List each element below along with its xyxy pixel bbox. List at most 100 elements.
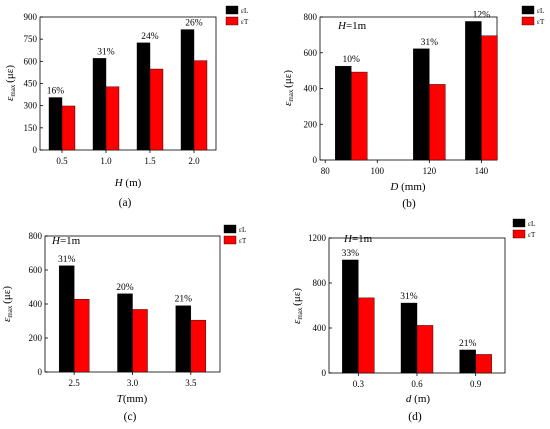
y-axis-variable: ε (282, 101, 294, 106)
y-tick-label: 800 (29, 231, 43, 241)
y-tick-label: 150 (24, 123, 38, 133)
x-tick-label: 120 (423, 166, 437, 176)
legend-swatch-epsilon-T (225, 16, 239, 26)
x-axis-title: H (m) (114, 177, 142, 189)
y-axis-unit: (με) (4, 65, 16, 83)
y-axis-unit: (με) (291, 288, 303, 306)
percent-annotation: 16% (47, 87, 65, 97)
legend-swatch-epsilon-L (223, 224, 237, 234)
x-tick-label: 2.0 (188, 156, 200, 166)
percent-annotation: 12% (473, 10, 491, 20)
note-value: =1m (352, 233, 373, 245)
x-tick-label: 140 (475, 166, 489, 176)
percent-annotation: 10% (343, 55, 361, 65)
legend-label-epsilon-T: εT (239, 237, 247, 245)
legend-swatch-epsilon-T (223, 235, 237, 245)
x-tick-label: 100 (371, 166, 385, 176)
condition-note: H=1m (51, 235, 81, 247)
x-tick-label: 3.0 (127, 378, 139, 388)
x-axis-variable: d (406, 393, 412, 405)
x-axis-title: D (mm) (389, 181, 425, 193)
bar-epsilon-T (416, 325, 434, 374)
legend-label-epsilon-L: εL (537, 7, 544, 15)
bar-epsilon-T (481, 35, 498, 161)
legend-swatch-epsilon-T (512, 229, 526, 239)
panel-label: (a) (119, 197, 132, 209)
x-tick-label: 2.5 (69, 378, 81, 388)
note-variable: H (337, 20, 347, 32)
bar-epsilon-T (190, 319, 207, 373)
note-value: =1m (346, 20, 367, 32)
y-tick-label: 200 (29, 333, 43, 343)
condition-note: H=1m (343, 233, 373, 245)
y-axis-unit: (με) (1, 286, 13, 304)
legend-swatch-epsilon-L (225, 5, 239, 15)
x-tick-label: 80 (321, 166, 331, 176)
bar-epsilon-T (73, 299, 90, 373)
bar-epsilon-L (58, 265, 75, 373)
panel-b: 0 200 400 600 800 80 100 120 140 10% 31% 12% H=1m D (… (282, 5, 545, 210)
x-tick-label: 0.6 (411, 379, 423, 389)
panel-c: 0 200 400 600 800 2.5 3.0 3.5 31% 20% 21% H=1m T(mm)… (1, 224, 247, 423)
x-tick-label: 0.9 (470, 379, 482, 389)
x-tick-label: 1.5 (144, 156, 156, 166)
x-tick-label: 3.5 (185, 378, 197, 388)
note-variable: H (51, 235, 61, 247)
panel-label: (b) (402, 198, 416, 210)
bar-epsilon-L (335, 65, 352, 161)
percent-annotation: 31% (421, 38, 439, 48)
legend-label-epsilon-T: εT (241, 18, 249, 26)
y-tick-label: 0 (38, 367, 43, 377)
x-axis-variable: T (117, 393, 124, 405)
legend-swatch-epsilon-L (521, 5, 535, 15)
bar-epsilon-L (400, 302, 418, 374)
y-axis-subscript: max (6, 304, 14, 318)
percent-annotation: 33% (342, 249, 360, 259)
bar-epsilon-T (61, 105, 76, 151)
y-axis-variable: ε (291, 319, 303, 324)
x-axis-title: d (m) (406, 393, 430, 405)
y-tick-label: 800 (313, 278, 327, 288)
x-axis-unit: (m) (411, 393, 430, 405)
percent-annotation: 31% (97, 47, 115, 57)
y-tick-label: 800 (304, 12, 318, 22)
bar-epsilon-L (465, 21, 482, 161)
legend-label-epsilon-L: εL (241, 7, 248, 15)
y-tick-label: 900 (24, 12, 38, 22)
x-axis-variable: H (114, 177, 124, 189)
bar-epsilon-L (180, 29, 195, 151)
bar-epsilon-L (342, 259, 359, 374)
x-axis-unit: (mm) (123, 393, 148, 405)
percent-annotation: 21% (459, 339, 477, 349)
y-tick-label: 400 (313, 323, 327, 333)
bar-epsilon-T (351, 71, 368, 161)
y-tick-label: 400 (304, 84, 318, 94)
percent-annotation: 20% (116, 283, 134, 293)
y-tick-label: 400 (29, 299, 43, 309)
panel-a: 0 150 300 450 600 750 900 0.5 1.0 1.5 2.0 16% 31% 24%… (4, 5, 249, 209)
percent-annotation: 21% (175, 295, 193, 305)
y-axis-title: εmax (με) (282, 70, 295, 106)
legend-label-epsilon-T: εT (537, 18, 545, 26)
y-axis-title: εmax (με) (1, 286, 14, 322)
y-tick-label: 300 (24, 101, 38, 111)
y-axis-unit: (με) (282, 70, 294, 88)
bar-epsilon-T (475, 354, 492, 374)
y-tick-label: 1200 (308, 233, 327, 243)
x-axis-variable: D (389, 181, 398, 193)
y-tick-label: 0 (313, 155, 318, 165)
note-variable: H (343, 233, 353, 245)
bar-epsilon-L (48, 97, 63, 151)
x-axis-unit: (m) (123, 177, 142, 189)
bar-epsilon-T (105, 86, 120, 151)
y-tick-label: 600 (24, 56, 38, 66)
percent-annotation: 26% (185, 19, 203, 29)
panel-label: (d) (408, 411, 422, 423)
bar-epsilon-L (413, 48, 430, 161)
legend-swatch-epsilon-L (512, 218, 526, 228)
bar-epsilon-L (92, 58, 107, 151)
y-axis-subscript: max (9, 83, 17, 97)
bar-epsilon-T (149, 68, 164, 151)
y-tick-label: 450 (24, 79, 38, 89)
